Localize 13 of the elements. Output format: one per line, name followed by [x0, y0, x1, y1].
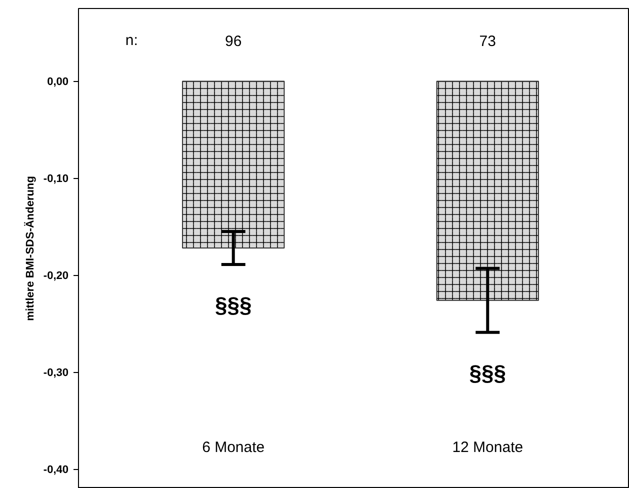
annotation: §§§ — [215, 292, 252, 318]
y-tick-label: -0,20 — [43, 270, 69, 282]
x-tick-label: 6 Monate — [202, 439, 265, 456]
y-tick-label: 0,00 — [47, 76, 69, 88]
y-axis-title: mittlere BMI-SDS-Änderung — [23, 176, 36, 321]
annotation: 73 — [479, 33, 496, 50]
y-tick-label: -0,30 — [43, 367, 69, 380]
annotation: n: — [125, 32, 138, 50]
y-tick-label: -0,40 — [43, 464, 69, 476]
annotation: 96 — [225, 33, 242, 50]
x-tick-label: 12 Monate — [452, 439, 524, 456]
y-tick-label: -0,10 — [43, 173, 69, 186]
annotation: §§§ — [469, 360, 506, 386]
